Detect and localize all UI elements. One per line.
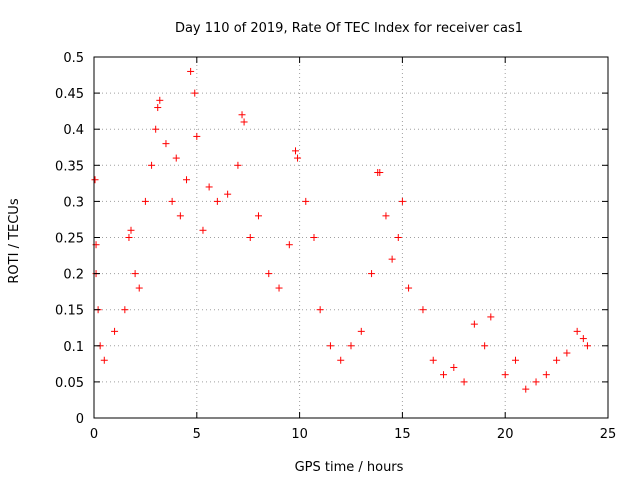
data-point bbox=[265, 270, 273, 278]
data-point bbox=[176, 212, 184, 220]
y-tick-label: 0.05 bbox=[55, 376, 84, 391]
data-point bbox=[429, 356, 437, 364]
data-point bbox=[238, 111, 246, 119]
data-point bbox=[481, 342, 489, 350]
data-point bbox=[553, 356, 561, 364]
data-point bbox=[254, 212, 262, 220]
data-point bbox=[563, 349, 571, 357]
data-point bbox=[368, 270, 376, 278]
data-point bbox=[152, 125, 160, 133]
data-point bbox=[127, 226, 135, 234]
data-point bbox=[316, 306, 324, 314]
data-point bbox=[310, 234, 318, 241]
data-point bbox=[148, 161, 156, 169]
data-point bbox=[291, 147, 299, 155]
data-point bbox=[121, 306, 129, 314]
data-point bbox=[487, 313, 495, 321]
data-point bbox=[376, 169, 384, 177]
data-point bbox=[579, 335, 587, 343]
data-point bbox=[511, 356, 519, 364]
data-point bbox=[501, 371, 509, 379]
y-tick-label: 0.5 bbox=[63, 51, 84, 66]
data-point bbox=[522, 385, 530, 393]
data-point bbox=[141, 197, 149, 205]
data-point bbox=[91, 176, 99, 184]
data-point bbox=[532, 378, 540, 386]
y-axis-ticks: 0 0.05 0.1 0.15 0.2 0.25 0.3 0.35 0.4 0.45 0.5 bbox=[55, 51, 608, 427]
y-axis-label: ROTI / TECUs bbox=[7, 198, 22, 283]
data-point bbox=[224, 190, 232, 198]
y-tick-label: 0.1 bbox=[63, 340, 84, 355]
data-point bbox=[326, 342, 334, 350]
data-point bbox=[131, 270, 139, 278]
data-point bbox=[156, 96, 164, 104]
data-point bbox=[187, 67, 195, 75]
data-point bbox=[275, 284, 283, 292]
data-point bbox=[183, 176, 191, 184]
data-point bbox=[450, 363, 458, 371]
data-point bbox=[125, 234, 133, 241]
data-point bbox=[337, 356, 345, 364]
y-tick-label: 0.35 bbox=[55, 159, 84, 174]
data-point bbox=[172, 154, 180, 162]
data-point bbox=[347, 342, 355, 350]
data-point bbox=[388, 255, 396, 263]
y-tick-label: 0.4 bbox=[63, 123, 84, 138]
data-point bbox=[302, 197, 310, 205]
x-axis-label: GPS time / hours bbox=[295, 460, 404, 475]
chart-title: Day 110 of 2019, Rate Of TEC Index for r… bbox=[175, 21, 523, 36]
data-point bbox=[191, 89, 199, 97]
data-point bbox=[294, 154, 302, 162]
data-point bbox=[154, 104, 162, 112]
data-point bbox=[405, 284, 413, 292]
grid-lines bbox=[94, 57, 608, 418]
y-tick-label: 0.25 bbox=[55, 232, 84, 247]
x-tick-label: 25 bbox=[600, 427, 617, 442]
data-point bbox=[394, 234, 402, 241]
y-tick-label: 0.45 bbox=[55, 87, 84, 102]
data-point bbox=[213, 197, 221, 205]
data-point bbox=[357, 327, 365, 335]
y-tick-label: 0.3 bbox=[63, 195, 84, 210]
data-point bbox=[398, 197, 406, 205]
x-tick-label: 20 bbox=[497, 427, 514, 442]
data-point bbox=[460, 378, 468, 386]
data-points bbox=[91, 67, 591, 393]
data-point bbox=[542, 371, 550, 379]
data-point bbox=[100, 356, 108, 364]
x-tick-label: 10 bbox=[291, 427, 308, 442]
data-point bbox=[285, 241, 293, 249]
data-point bbox=[199, 226, 207, 234]
data-point bbox=[111, 327, 119, 335]
x-tick-label: 15 bbox=[394, 427, 411, 442]
x-axis-ticks: 0 5 10 15 20 25 bbox=[90, 57, 616, 442]
y-tick-label: 0 bbox=[76, 412, 84, 427]
x-tick-label: 0 bbox=[90, 427, 98, 442]
data-point bbox=[246, 234, 254, 241]
x-tick-label: 5 bbox=[193, 427, 201, 442]
data-point bbox=[470, 320, 478, 328]
data-point bbox=[193, 132, 201, 140]
data-point bbox=[583, 342, 591, 350]
data-point bbox=[419, 306, 427, 314]
y-tick-label: 0.15 bbox=[55, 304, 84, 319]
data-point bbox=[382, 212, 390, 220]
data-point bbox=[440, 371, 448, 379]
y-tick-label: 0.2 bbox=[63, 268, 84, 283]
data-point bbox=[240, 118, 248, 126]
data-point bbox=[234, 161, 242, 169]
data-point bbox=[135, 284, 143, 292]
data-point bbox=[168, 197, 176, 205]
data-point bbox=[205, 183, 213, 191]
data-point bbox=[162, 140, 170, 148]
data-point bbox=[573, 327, 581, 335]
